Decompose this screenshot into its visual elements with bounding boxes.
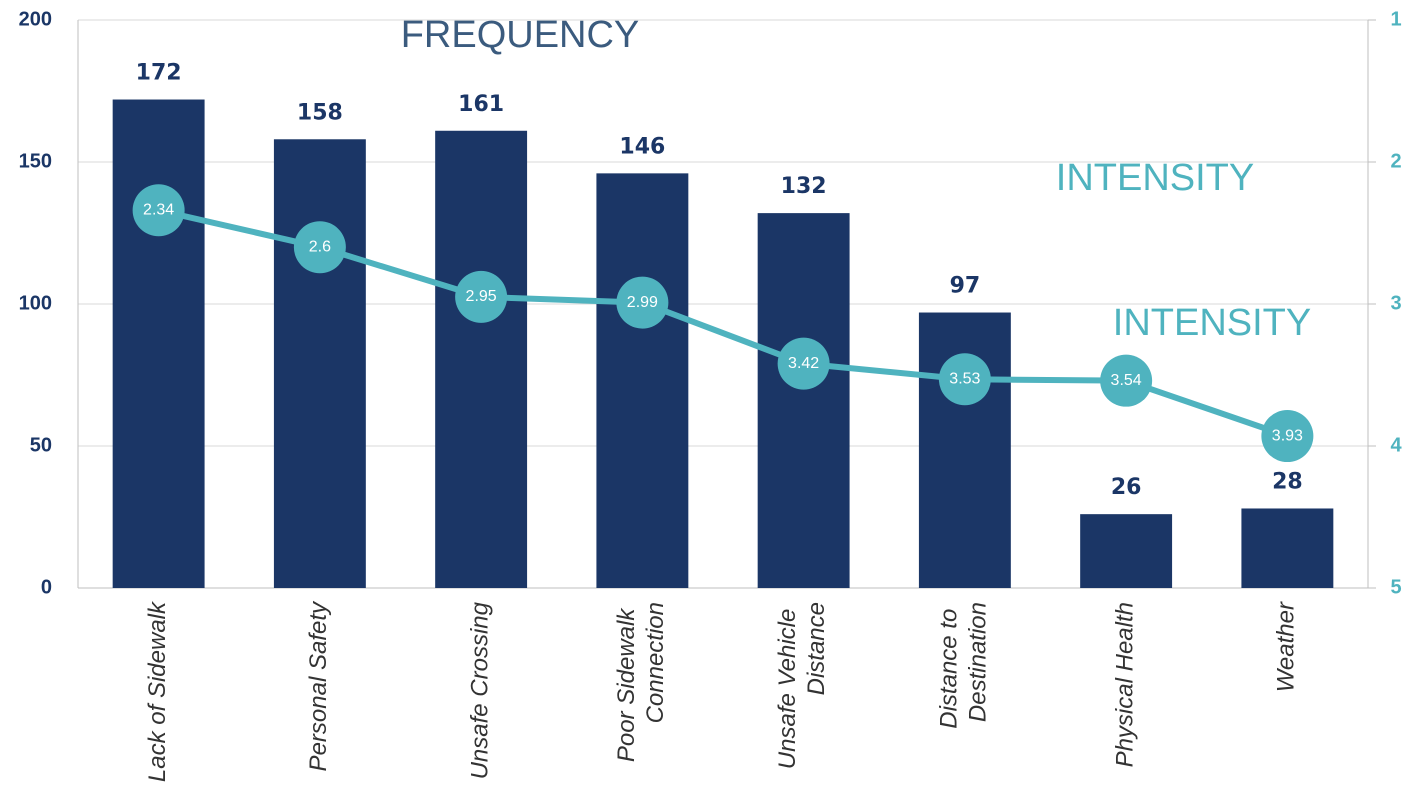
data-label: 28 — [1272, 469, 1303, 494]
bar — [596, 173, 689, 589]
y-tick-label: 150 — [19, 150, 52, 172]
bar — [435, 130, 528, 588]
line-point — [455, 270, 508, 323]
point-label: 2.95 — [466, 288, 497, 305]
data-label: 161 — [458, 92, 504, 117]
x-tick-label: Weather — [1273, 601, 1300, 692]
series-label: FREQUENCY — [401, 14, 640, 56]
line-point — [132, 184, 185, 237]
line-point — [938, 353, 991, 406]
data-label: 97 — [950, 274, 981, 299]
series-label: INTENSITY — [1056, 157, 1254, 199]
x-tick-label: Physical Health — [1111, 602, 1138, 767]
y2-tick-label: 5 — [1390, 576, 1401, 598]
data-label: 146 — [619, 134, 665, 159]
line-point — [1261, 410, 1314, 463]
line — [157, 207, 1289, 439]
data-label: 26 — [1111, 475, 1142, 500]
y-tick-label: 0 — [41, 576, 52, 598]
point-label: 3.42 — [788, 355, 819, 372]
point-label: 3.93 — [1272, 427, 1303, 444]
line-point — [616, 276, 669, 329]
data-label: 158 — [297, 100, 343, 125]
annotation: INTENSITY — [1113, 302, 1311, 344]
line-point — [1100, 354, 1153, 407]
point-label: 3.54 — [1111, 372, 1142, 389]
y2-tick-label: 2 — [1390, 150, 1401, 172]
bar — [1241, 508, 1334, 588]
x-tick-label: Unsafe Crossing — [466, 601, 493, 779]
y-tick-label: 200 — [19, 8, 52, 30]
x-tick-label: Poor Sidewalk Connection — [613, 602, 669, 762]
y-tick-label: 50 — [30, 434, 52, 456]
bar — [112, 99, 205, 589]
bar — [1080, 514, 1173, 588]
line-point — [777, 337, 830, 390]
y-tick-label: 100 — [19, 292, 52, 314]
bar — [273, 139, 366, 588]
point-label: 3.53 — [949, 370, 980, 387]
x-tick-label: Personal Safety — [305, 600, 332, 771]
data-label: 132 — [781, 174, 827, 199]
x-tick-label: Lack of Sidewalk — [144, 600, 171, 782]
point-label: 2.6 — [309, 238, 331, 255]
y2-tick-label: 3 — [1390, 292, 1401, 314]
y2-tick-label: 1 — [1390, 8, 1401, 30]
bar — [757, 213, 850, 588]
point-label: 2.99 — [627, 294, 658, 311]
data-label: 172 — [136, 61, 182, 86]
line-point — [293, 221, 346, 274]
x-tick-label: Distance to Destination — [936, 602, 992, 729]
point-label: 2.34 — [143, 201, 174, 218]
x-tick-label: Unsafe Vehicle Distance — [775, 602, 831, 769]
y2-tick-label: 4 — [1390, 434, 1402, 456]
